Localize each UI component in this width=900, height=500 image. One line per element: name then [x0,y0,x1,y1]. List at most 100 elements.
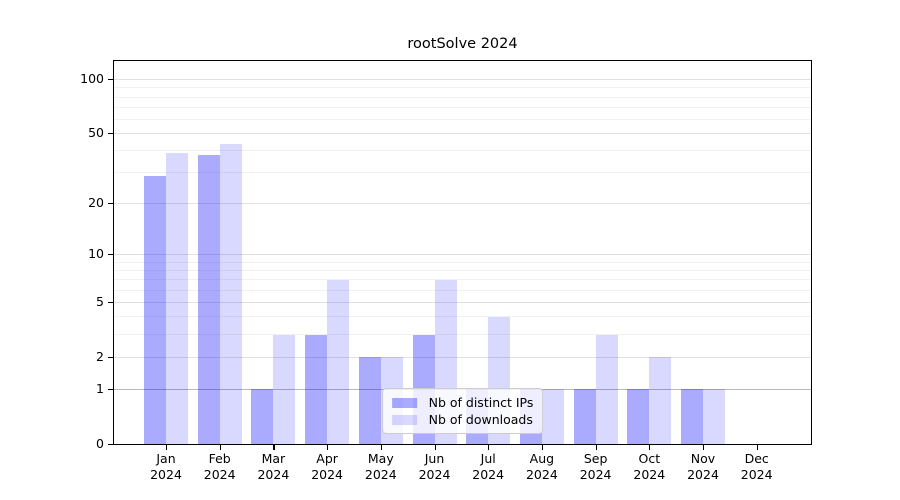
month-label: Aug [529,451,555,466]
legend-row: Nb of downloads [391,411,534,428]
y-tick-mark [108,443,113,445]
gridline-5 [114,302,811,304]
y-tick-mark [108,133,113,135]
year-label: 2024 [418,466,451,482]
year-label: 2024 [311,466,343,482]
y-tick-mark [108,356,113,358]
year-label: 2024 [472,466,505,482]
year-label: 2024 [633,466,666,482]
gridline-90 [114,87,811,89]
x-tick-mark [380,445,382,450]
gridline-100 [114,79,811,81]
bar-oct-ips [627,389,650,444]
month-label: Dec [744,451,769,466]
bar-sep-ips [573,389,596,444]
x-tick-mark [219,445,221,450]
year-label: 2024 [257,466,290,482]
month-label: Feb [208,451,231,466]
x-tick-mark [756,445,758,450]
month-label: Oct [638,451,661,466]
gridline-40 [114,150,811,152]
gridline-70 [114,107,811,109]
gridline-3 [114,334,811,336]
month-label: Apr [316,451,338,466]
gridline-50 [114,133,811,135]
year-label: 2024 [740,466,773,482]
year-label: 2024 [364,466,397,482]
bar-nov-ips [681,389,703,444]
gridline-6 [114,289,811,291]
gridline-30 [114,172,811,174]
x-tick-label-sep: Sep 2024 [566,451,626,482]
gridline-10 [114,254,811,256]
bar-feb-downloads [219,143,242,444]
y-tick-mark [108,302,113,304]
y-tick-label-5: 5 [96,294,104,310]
x-tick-label-jun: Jun 2024 [405,451,465,482]
bar-apr-downloads [327,279,350,444]
gridline-7 [114,279,811,281]
bar-mar-downloads [273,334,296,444]
year-label: 2024 [579,466,612,482]
month-label: Nov [690,451,716,466]
bar-sep-downloads [595,334,618,444]
bar-apr-ips [305,334,328,444]
x-tick-label-dec: Dec 2024 [727,451,787,482]
x-tick-mark [434,445,436,450]
bar-aug-downloads [541,389,564,444]
x-tick-mark [327,445,329,450]
gridline-9 [114,261,811,263]
x-tick-mark [541,445,544,450]
y-tick-mark [108,79,113,81]
legend-row: Nb of distinct IPs [391,394,534,411]
month-label: May [367,451,394,466]
bar-oct-downloads [649,357,672,444]
x-tick-mark [273,445,275,450]
month-label: Jan [156,451,176,466]
bar-may-ips [358,357,381,444]
month-label: Mar [261,451,286,466]
x-tick-label-apr: Apr 2024 [297,451,357,482]
y-tick-mark [108,203,113,205]
bar-nov-downloads [703,389,725,444]
legend-label: Nb of distinct IPs [428,395,534,410]
gridline-8 [114,270,811,272]
y-tick-label-20: 20 [88,195,104,211]
month-label: Sep [583,451,608,466]
chart-title: rootSolve 2024 [407,36,518,52]
y-tick-label-10: 10 [88,246,104,262]
x-tick-label-jul: Jul 2024 [458,451,518,482]
year-label: 2024 [525,466,558,482]
x-tick-label-oct: Oct 2024 [619,451,679,482]
y-tick-label-50: 50 [88,125,104,141]
x-tick-mark [649,445,651,450]
legend-swatch-distinct-ips [391,397,417,408]
y-tick-label-100: 100 [80,71,104,87]
year-label: 2024 [203,466,236,482]
x-tick-label-jan: Jan 2024 [136,451,196,482]
legend-label: Nb of downloads [428,412,533,427]
month-label: Jun [424,451,445,466]
year-label: 2024 [150,466,182,482]
x-tick-label-may: May 2024 [351,451,411,482]
gridline-60 [114,119,811,120]
bar-mar-ips [251,389,274,444]
y-tick-label-0: 0 [96,435,104,451]
legend: Nb of distinct IPs Nb of downloads [381,388,544,434]
gridline-80 [114,96,811,98]
legend-swatch-downloads [391,414,417,425]
month-label: Jul [480,451,496,466]
bar-feb-ips [197,154,220,444]
bar-jan-downloads [166,152,188,444]
x-tick-label-nov: Nov 2024 [673,451,733,482]
y-tick-label-2: 2 [96,348,104,364]
bar-jan-ips [144,175,166,444]
x-tick-mark [488,445,490,450]
year-label: 2024 [687,466,719,482]
y-tick-label-1: 1 [96,380,104,396]
plot-area: Nb of distinct IPs Nb of downloads [113,60,812,445]
x-tick-label-mar: Mar 2024 [243,451,303,482]
x-tick-label-feb: Feb 2024 [190,451,250,482]
x-tick-mark [703,445,705,450]
